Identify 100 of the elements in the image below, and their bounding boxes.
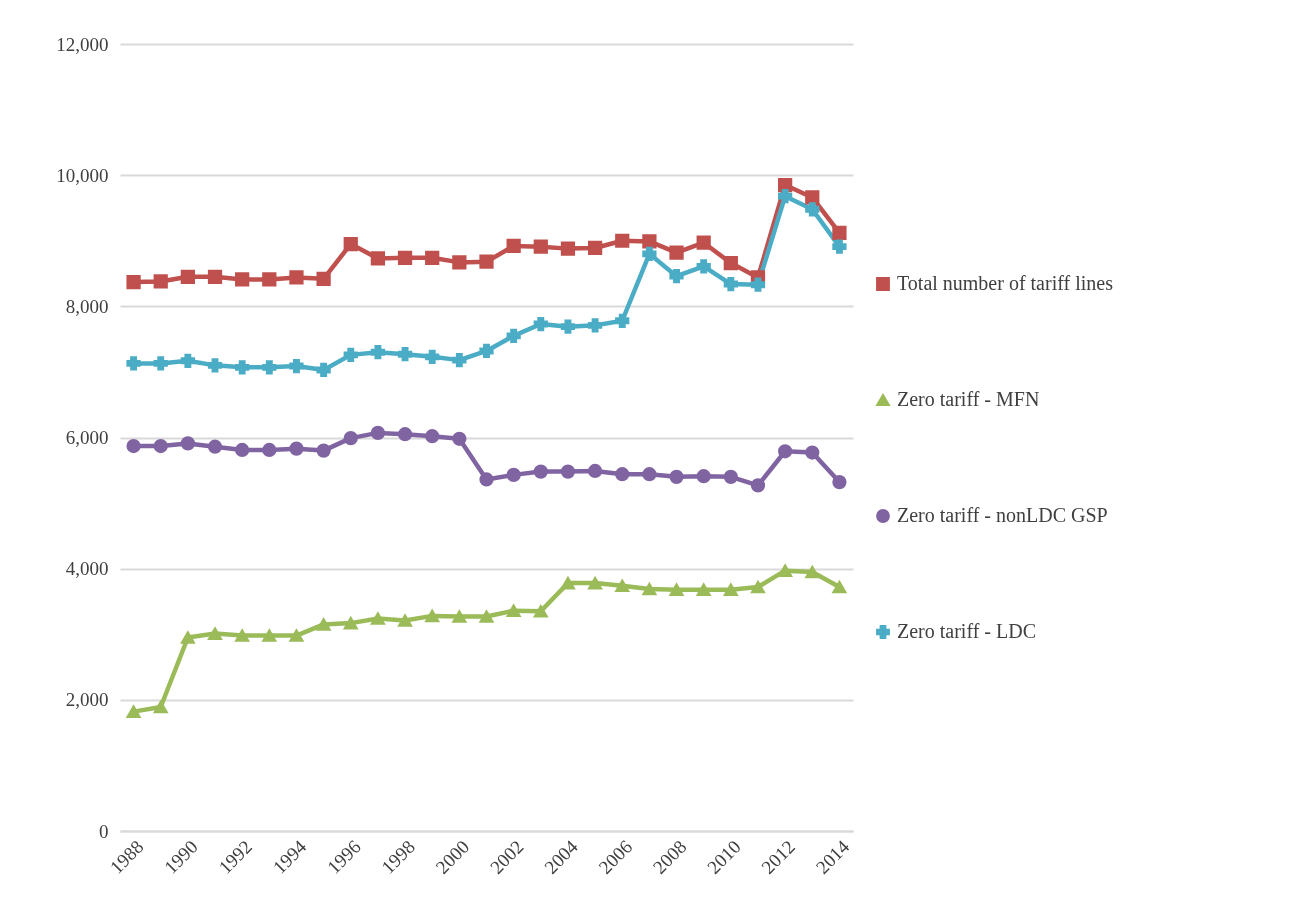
point [615, 579, 630, 593]
point [316, 362, 331, 378]
point [207, 627, 223, 640]
point [397, 347, 413, 362]
point [533, 604, 548, 618]
point [506, 238, 521, 254]
point [615, 467, 630, 482]
point [560, 464, 576, 479]
point [696, 235, 711, 250]
point [370, 612, 386, 625]
point [397, 250, 413, 265]
point [506, 328, 521, 343]
point [587, 576, 603, 590]
point [615, 233, 630, 248]
point [370, 345, 386, 360]
point [126, 356, 141, 371]
point [723, 469, 738, 484]
y-tick-label: 2,000 [65, 689, 109, 711]
point [669, 245, 684, 260]
point [723, 276, 738, 292]
point [832, 225, 847, 240]
point [397, 427, 413, 442]
point [669, 469, 684, 484]
point [262, 629, 277, 642]
point [832, 474, 847, 490]
point [696, 469, 711, 484]
point [533, 464, 548, 479]
point [343, 431, 358, 446]
point [615, 313, 630, 328]
point [180, 353, 195, 368]
point [479, 343, 494, 359]
point [289, 629, 304, 642]
legend-label: Zero tariff - nonLDC GSP [897, 504, 1108, 526]
point [642, 467, 657, 482]
point [153, 700, 168, 714]
y-tick-label: 6,000 [65, 427, 109, 448]
point [805, 445, 820, 460]
point [533, 239, 548, 254]
point [750, 580, 766, 594]
point [805, 190, 820, 205]
point [425, 349, 440, 364]
point [343, 616, 358, 630]
point [397, 614, 413, 627]
point [126, 705, 141, 718]
point [316, 618, 331, 631]
point [235, 272, 250, 287]
point [153, 274, 168, 289]
point [669, 583, 684, 596]
point [832, 239, 847, 254]
point [587, 318, 603, 333]
point [696, 259, 711, 274]
point [153, 356, 168, 371]
point [289, 358, 304, 374]
point [235, 629, 250, 642]
point [289, 270, 304, 285]
point [452, 610, 467, 623]
point [642, 234, 657, 249]
point [425, 609, 440, 623]
point [506, 467, 521, 482]
point [207, 269, 223, 284]
point [370, 251, 386, 266]
point [316, 271, 331, 286]
y-tick-label: 10,000 [56, 164, 109, 186]
point [506, 604, 521, 617]
point [587, 463, 603, 479]
point [452, 431, 467, 446]
point [153, 438, 168, 454]
point [750, 478, 766, 493]
y-tick-label: 8,000 [65, 295, 109, 317]
point [180, 269, 195, 284]
point [235, 360, 250, 375]
point [452, 352, 467, 368]
point [425, 429, 440, 444]
y-tick-label: 12,000 [56, 33, 109, 55]
point [370, 425, 386, 441]
point [778, 564, 793, 577]
point [180, 436, 195, 451]
point [207, 439, 223, 454]
legend-label: Zero tariff - LDC [897, 620, 1037, 642]
point [289, 441, 304, 456]
point [425, 250, 440, 265]
y-tick-label: 0 [99, 820, 109, 842]
point [262, 360, 277, 375]
point [805, 565, 820, 579]
point [642, 582, 657, 596]
point [805, 202, 820, 217]
point [262, 272, 277, 287]
point [696, 583, 711, 596]
legend-label: Total number of tariff lines [897, 272, 1114, 294]
point [560, 576, 576, 590]
point [479, 254, 494, 269]
point [778, 444, 793, 459]
point [452, 255, 467, 270]
point [126, 274, 141, 290]
point [642, 246, 657, 261]
point [343, 347, 358, 362]
point [479, 610, 494, 623]
point [560, 241, 576, 256]
point [723, 583, 738, 596]
point [669, 269, 684, 284]
